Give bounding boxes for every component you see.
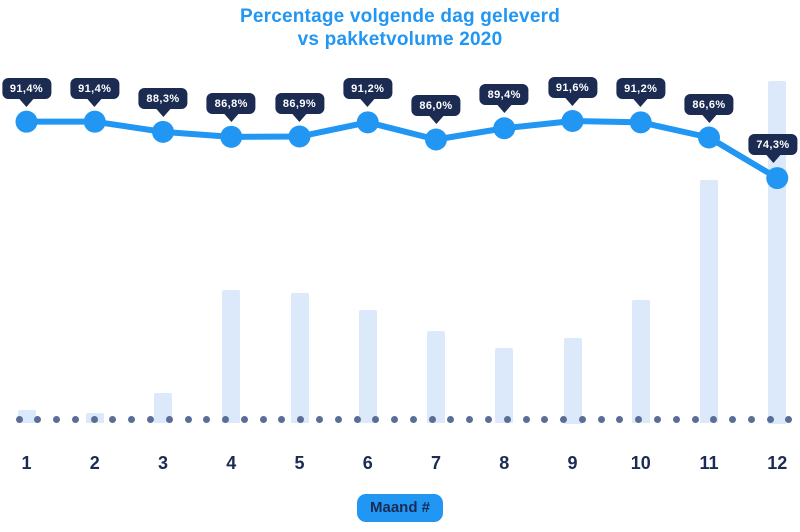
baseline-dot (184, 415, 192, 423)
baseline-dot (90, 415, 98, 423)
data-point-tooltip: 86,6% (684, 93, 734, 115)
baseline-dot (409, 415, 417, 423)
volume-bar (768, 80, 787, 424)
line-point (288, 125, 311, 148)
baseline-dot (485, 415, 492, 423)
volume-bar (358, 310, 377, 424)
baseline-dot (654, 415, 662, 423)
data-point-tooltip: 91,2% (343, 78, 393, 100)
x-axis-tick-label: 8 (499, 453, 510, 473)
line-path (23, 118, 781, 182)
baseline-dot (372, 415, 380, 423)
volume-bar (427, 330, 445, 424)
baseline-dot (128, 415, 136, 423)
volume-bar (222, 289, 241, 424)
baseline-dot (353, 415, 361, 423)
baseline-dot (691, 415, 699, 423)
data-point-tooltip: 91,4% (70, 77, 120, 99)
chart-title-line2: vs pakketvolume 2020 (297, 29, 503, 51)
x-axis-tick-label: 4 (226, 453, 237, 473)
baseline-dot (203, 415, 211, 423)
baseline-dot (766, 415, 774, 423)
baseline-dot (240, 415, 248, 423)
baseline-dot (672, 415, 680, 423)
x-axis-tick-label: 2 (89, 453, 100, 473)
baseline-dot (578, 415, 586, 423)
line-point (766, 167, 789, 190)
baseline-dot (447, 415, 455, 423)
line-point (629, 111, 652, 134)
x-axis-title-badge: Maand # (356, 494, 444, 522)
volume-bar (631, 300, 650, 424)
x-axis-tick-label: 5 (294, 453, 305, 473)
line-point (356, 111, 379, 134)
data-point-tooltip: 91,4% (1, 77, 52, 99)
baseline-dot (259, 415, 267, 423)
baseline-dot (278, 415, 286, 423)
baseline-dot (315, 415, 323, 423)
baseline-dot (146, 415, 154, 423)
baseline-dot (222, 415, 230, 423)
baseline-dot (297, 415, 305, 423)
line-point (425, 128, 447, 151)
baseline-dot (635, 415, 643, 423)
baseline-dot (165, 415, 173, 423)
line-point (152, 120, 174, 143)
x-axis-tick-label: 9 (567, 453, 578, 473)
volume-bar (700, 179, 718, 424)
baseline-dot (522, 415, 530, 423)
baseline-dot (560, 415, 568, 423)
volume-bar (290, 293, 309, 424)
baseline-dot (785, 415, 793, 423)
line-point (561, 110, 584, 132)
line-point (220, 125, 243, 148)
chart-title: Percentage volgende dag geleverd vs pakk… (0, 5, 800, 51)
baseline-dot (334, 415, 342, 423)
baseline-dot (466, 415, 474, 423)
data-point-tooltip: 91,2% (616, 78, 666, 100)
x-axis-tick-label: 6 (362, 453, 373, 473)
line-point (15, 110, 38, 133)
volume-bar (563, 337, 582, 424)
line-point (83, 110, 106, 133)
baseline-dot (616, 415, 624, 423)
x-axis-tick-label: 1 (21, 453, 32, 473)
baseline-dot (747, 415, 755, 423)
x-axis-tick-label: 3 (157, 453, 169, 473)
baseline-dot (710, 415, 718, 423)
baseline-dot (391, 415, 399, 423)
baseline-dot (15, 415, 23, 423)
x-axis-tick-label: 12 (767, 453, 788, 473)
data-point-tooltip: 86,9% (274, 92, 325, 114)
data-point-tooltip: 74,3% (748, 134, 798, 156)
baseline-dot (428, 415, 436, 423)
baseline-dot (53, 415, 61, 423)
data-point-tooltip: 88,3% (138, 87, 188, 109)
volume-bar (495, 348, 514, 424)
baseline-dot (597, 415, 605, 423)
baseline-dot (34, 415, 42, 423)
baseline-dot (729, 415, 737, 423)
data-point-tooltip: 91,6% (547, 77, 598, 98)
data-point-tooltip: 89,4% (479, 84, 529, 106)
baseline-dot (503, 415, 511, 423)
baseline-dot (541, 415, 549, 423)
x-axis-tick-label: 7 (430, 453, 442, 473)
chart-title-line1: Percentage volgende dag geleverd (239, 6, 560, 27)
data-point-tooltip: 86,0% (411, 95, 461, 117)
line-point (493, 117, 516, 140)
x-axis-tick-label: 11 (699, 453, 719, 473)
line-point (698, 126, 720, 149)
x-axis-tick-label: 10 (630, 453, 651, 473)
baseline-dot (71, 415, 79, 423)
data-point-tooltip: 86,8% (206, 92, 256, 114)
baseline-dot (109, 415, 117, 423)
